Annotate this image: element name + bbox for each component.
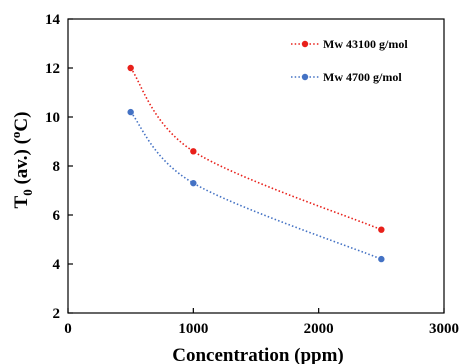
data-point xyxy=(378,255,385,263)
axis-ticks: 0 1000 2000 3000 2 4 6 8 10 12 14 xyxy=(45,12,459,337)
series-line xyxy=(130,67,382,231)
legend-item: Mw 43100 g/mol xyxy=(291,37,408,51)
series-1 xyxy=(127,64,385,233)
y-axis-title-sub: 0 xyxy=(20,189,35,196)
x-tick-label: 1000 xyxy=(178,321,208,337)
y-tick-label: 6 xyxy=(53,208,61,224)
legend-marker xyxy=(301,40,309,48)
plot-frame xyxy=(67,18,445,314)
x-axis-title: Concentration (ppm) xyxy=(172,345,344,364)
y-axis-title: T0 (av.) (oC) xyxy=(8,112,35,209)
legend-label: Mw 43100 g/mol xyxy=(323,37,408,51)
data-point xyxy=(127,108,134,116)
series-line xyxy=(130,111,382,260)
legend-marker xyxy=(301,73,309,81)
legend-item: Mw 4700 g/mol xyxy=(291,70,402,84)
x-tick-label: 2000 xyxy=(304,321,334,337)
series-2 xyxy=(127,108,385,263)
plot-area-border xyxy=(67,18,445,314)
legend: Mw 43100 g/mol Mw 4700 g/mol xyxy=(291,37,408,84)
y-axis-title-end: C) xyxy=(11,112,32,132)
data-point xyxy=(378,226,385,233)
y-tick-label: 2 xyxy=(53,306,61,322)
series-layer xyxy=(127,64,385,263)
y-tick-label: 4 xyxy=(53,257,61,273)
data-point xyxy=(190,148,197,155)
y-tick-label: 10 xyxy=(45,110,60,126)
x-tick-label: 3000 xyxy=(429,321,459,337)
data-point xyxy=(127,64,134,72)
y-tick-label: 8 xyxy=(53,159,61,175)
y-tick-label: 14 xyxy=(45,12,61,28)
y-axis-title-sup: o xyxy=(8,132,23,139)
x-tick-label: 0 xyxy=(64,321,72,337)
y-tick-label: 12 xyxy=(45,61,60,77)
y-axis-title-mid: (av.) ( xyxy=(11,138,32,189)
y-axis-title-main: T xyxy=(11,195,32,208)
data-point xyxy=(190,179,197,187)
legend-label: Mw 4700 g/mol xyxy=(323,70,402,84)
